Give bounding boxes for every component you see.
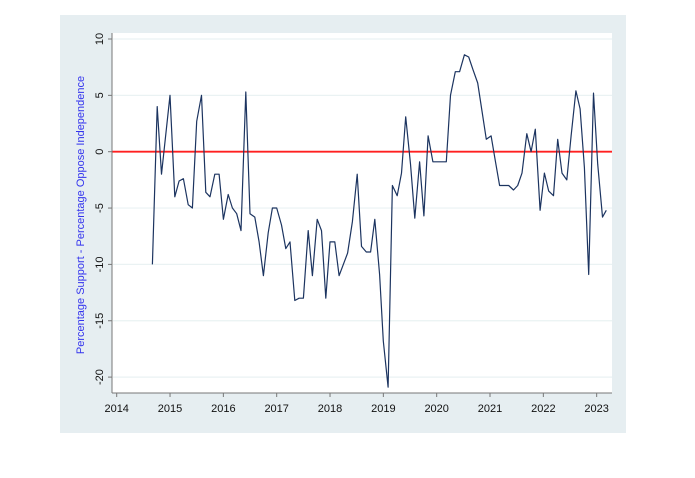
y-tick-label: -10	[94, 256, 106, 272]
y-tick-label: -5	[94, 203, 106, 213]
x-tick-label: 2020	[424, 403, 448, 415]
y-axis-title: Percentage Support - Percentage Oppose I…	[75, 76, 87, 354]
x-tick-label: 2023	[584, 403, 608, 415]
y-tick-label: -20	[94, 369, 106, 385]
y-tick-label: 10	[94, 33, 106, 45]
y-tick-label: 0	[94, 149, 106, 155]
x-tick-label: 2018	[318, 403, 342, 415]
x-tick-label: 2015	[158, 403, 182, 415]
y-tick-label: -15	[94, 313, 106, 329]
series-line	[151, 54, 607, 388]
x-tick-label: 2022	[531, 403, 555, 415]
x-tick-label: 2016	[211, 403, 235, 415]
x-tick-label: 2017	[264, 403, 288, 415]
plot-area	[112, 33, 612, 393]
x-tick-label: 2021	[478, 403, 502, 415]
x-tick-label: 2014	[104, 403, 128, 415]
y-tick-label: 5	[94, 92, 106, 98]
x-tick-label: 2019	[371, 403, 395, 415]
